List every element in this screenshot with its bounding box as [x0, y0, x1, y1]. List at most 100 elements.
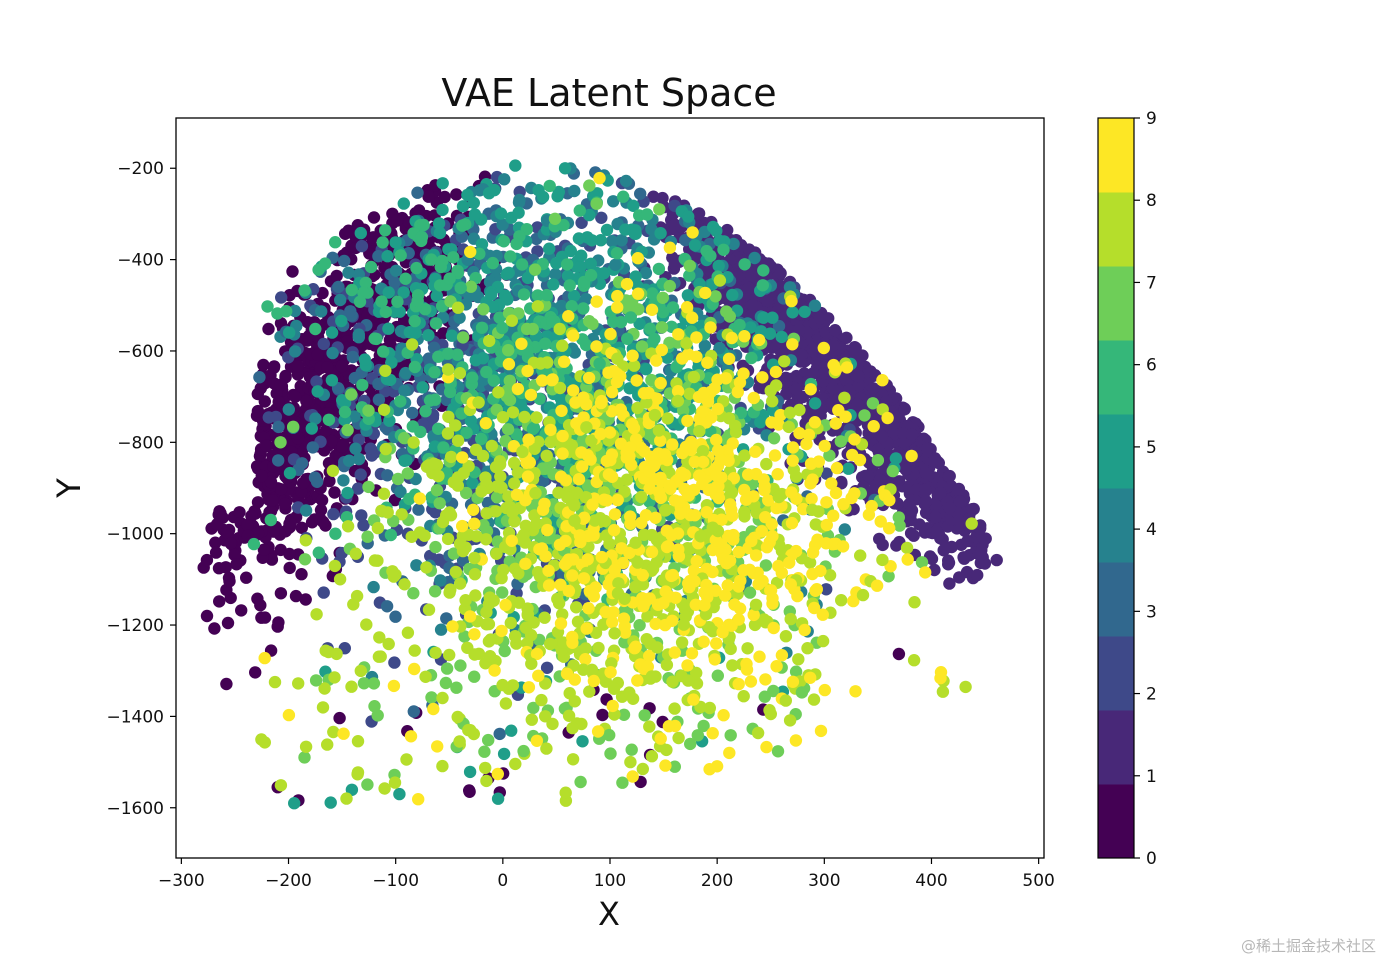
chart-title: VAE Latent Space — [441, 71, 776, 115]
scatter-point — [556, 429, 569, 443]
scatter-point — [257, 358, 270, 372]
scatter-point — [491, 767, 504, 781]
scatter-point — [725, 331, 738, 345]
scatter-point — [875, 430, 889, 443]
scatter-point — [966, 503, 979, 516]
scatter-point — [412, 503, 425, 516]
scatter-point — [209, 546, 223, 559]
scatter-point — [344, 305, 357, 318]
scatter-point — [553, 322, 566, 336]
scatter-point — [466, 371, 479, 384]
scatter-point — [978, 532, 991, 545]
scatter-point — [655, 321, 669, 334]
scatter-point — [464, 245, 477, 259]
scatter-point — [468, 670, 481, 683]
scatter-point — [549, 268, 562, 281]
scatter-point — [691, 729, 704, 742]
scatter-point — [463, 765, 477, 779]
scatter-point — [359, 276, 372, 289]
scatter-point — [607, 195, 620, 208]
scatter-point — [710, 433, 723, 447]
scatter-point — [583, 179, 596, 192]
scatter-point — [501, 293, 514, 306]
scatter-point — [295, 457, 309, 470]
scatter-point — [874, 515, 887, 528]
scatter-point — [266, 494, 279, 507]
scatter-point — [509, 159, 522, 172]
scatter-point — [660, 658, 674, 672]
scatter-point — [436, 177, 449, 190]
scatter-point — [305, 422, 318, 435]
scatter-point — [400, 753, 413, 766]
scatter-point — [787, 463, 800, 476]
scatter-point — [531, 300, 544, 313]
scatter-point — [354, 664, 367, 678]
scatter-point — [291, 360, 305, 373]
scatter-point — [515, 258, 529, 271]
scatter-point — [793, 323, 806, 336]
scatter-point — [882, 570, 895, 583]
scatter-point — [251, 526, 265, 540]
scatter-point — [409, 326, 422, 339]
scatter-point — [419, 303, 432, 316]
scatter-point — [527, 701, 540, 715]
scatter-point — [629, 270, 642, 283]
scatter-point — [789, 665, 803, 678]
scatter-point — [866, 382, 880, 395]
scatter-point — [648, 332, 661, 346]
scatter-point — [814, 724, 828, 738]
scatter-point — [677, 404, 690, 417]
scatter-point — [451, 434, 465, 447]
scatter-point — [649, 511, 662, 524]
scatter-point — [466, 476, 479, 490]
scatter-point — [893, 519, 906, 532]
scatter-point — [251, 496, 265, 509]
scatter-point — [441, 427, 455, 440]
scatter-point — [453, 311, 466, 324]
scatter-point — [377, 403, 391, 416]
scatter-point — [443, 648, 456, 662]
scatter-point — [397, 197, 410, 210]
scatter-point — [579, 653, 592, 666]
scatter-point — [496, 586, 509, 599]
scatter-point — [288, 797, 301, 810]
scatter-point — [486, 256, 499, 270]
scatter-point — [223, 575, 236, 588]
scatter-point — [889, 452, 903, 465]
scatter-point — [619, 174, 633, 188]
scatter-point — [808, 416, 822, 429]
scatter-point — [309, 674, 323, 687]
scatter-point — [560, 258, 574, 271]
scatter-point — [838, 523, 851, 536]
scatter-point — [786, 306, 799, 319]
scatter-point — [436, 759, 449, 773]
scatter-point — [327, 507, 340, 521]
scatter-point — [436, 203, 449, 217]
scatter-point — [335, 359, 349, 373]
scatter-point — [683, 269, 696, 282]
scatter-point — [432, 350, 445, 363]
scatter-point — [826, 382, 840, 395]
scatter-point — [439, 676, 453, 690]
scatter-point — [550, 257, 563, 270]
scatter-point — [362, 404, 375, 417]
scatter-point — [490, 547, 503, 560]
scatter-point — [440, 662, 454, 675]
scatter-point — [572, 232, 586, 245]
scatter-point — [621, 332, 634, 345]
scatter-point — [597, 267, 611, 280]
scatter-point — [432, 469, 445, 483]
scatter-point — [887, 427, 901, 440]
scatter-point — [346, 350, 360, 364]
scatter-point — [625, 743, 638, 756]
scatter-point — [395, 508, 408, 521]
scatter-point — [829, 363, 843, 376]
scatter-point — [379, 442, 392, 456]
scatter-point — [713, 274, 727, 287]
scatter-point — [915, 556, 929, 569]
scatter-point — [548, 212, 562, 225]
scatter-point — [398, 454, 411, 467]
scatter-point — [367, 211, 381, 224]
scatter-point — [771, 745, 785, 758]
scatter-point — [697, 719, 710, 733]
